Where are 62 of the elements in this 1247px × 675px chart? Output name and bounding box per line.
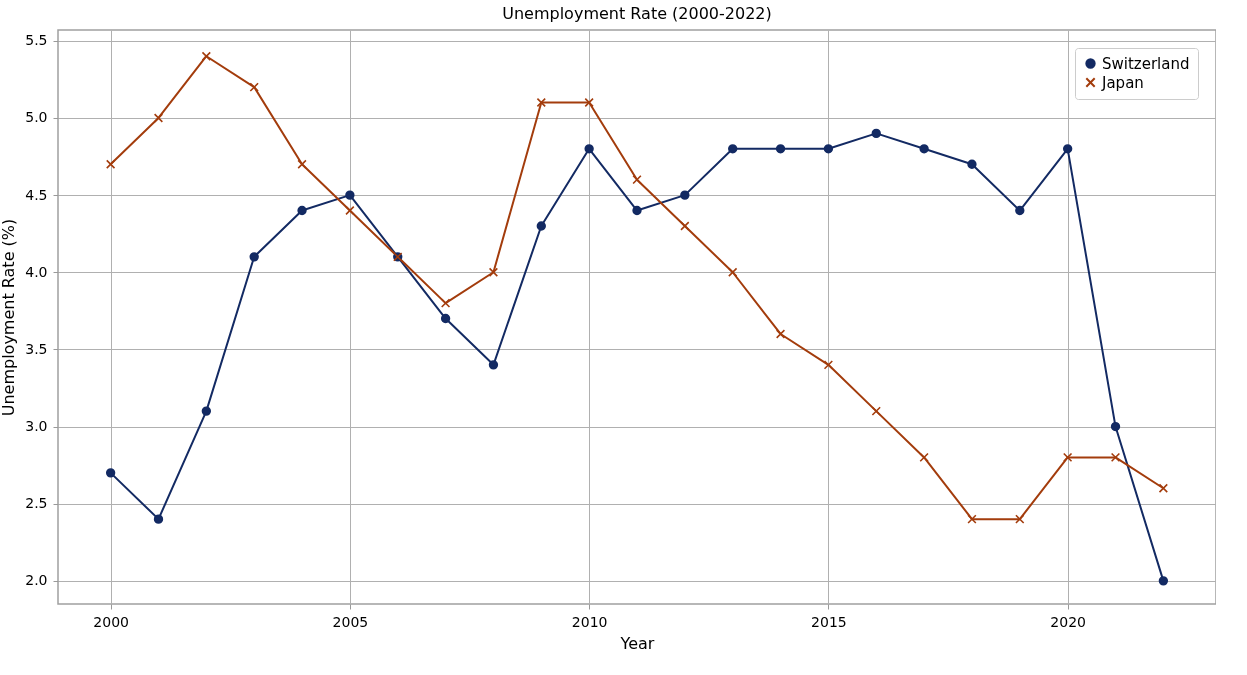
point <box>1062 452 1073 463</box>
point <box>536 97 546 108</box>
point <box>1158 483 1169 493</box>
y-tick-label: 4.0 <box>25 263 48 280</box>
point <box>680 221 690 231</box>
point <box>153 113 164 123</box>
point <box>153 514 164 524</box>
point <box>584 144 594 154</box>
point <box>728 144 738 154</box>
y-tick-label: 2.0 <box>25 572 48 589</box>
point <box>488 267 499 277</box>
point <box>632 175 642 185</box>
point <box>536 221 546 231</box>
point <box>1110 452 1121 463</box>
y-tick-label: 3.5 <box>25 340 48 357</box>
point <box>823 144 834 154</box>
point <box>632 205 642 216</box>
point <box>1110 421 1121 432</box>
point <box>967 159 977 169</box>
point <box>297 159 307 169</box>
point <box>584 97 594 108</box>
point <box>1015 514 1025 524</box>
point <box>967 514 977 524</box>
point <box>345 205 355 216</box>
y-tick-label: 5.0 <box>25 109 48 126</box>
x-axis-title: Year <box>619 633 655 653</box>
point <box>1062 144 1073 154</box>
y-axis-title: Unemployment Rate (%) <box>0 218 19 417</box>
point <box>345 190 355 200</box>
point <box>297 205 307 216</box>
x-tick-label: 2020 <box>1050 613 1086 630</box>
point <box>728 267 738 277</box>
point <box>775 144 786 154</box>
point <box>105 159 116 169</box>
legend-label: Switzerland <box>1102 54 1190 73</box>
point <box>249 252 259 262</box>
point <box>919 452 929 463</box>
point <box>823 360 834 370</box>
y-tick-label: 4.5 <box>25 186 48 203</box>
point <box>440 298 451 308</box>
y-tick-label: 5.5 <box>25 32 48 49</box>
point <box>440 313 451 324</box>
y-tick-label: 2.5 <box>25 495 48 512</box>
x-tick-label: 2015 <box>811 613 847 630</box>
x-tick-label: 2010 <box>571 613 608 630</box>
x-tick-label: 2000 <box>93 613 129 630</box>
point <box>919 144 929 154</box>
point <box>1158 576 1169 586</box>
point <box>775 329 786 339</box>
x-tick-label: 2005 <box>332 613 369 630</box>
point <box>201 406 212 416</box>
point <box>871 128 881 139</box>
point <box>201 51 212 61</box>
point <box>680 190 690 200</box>
point <box>249 82 259 92</box>
point <box>871 406 881 416</box>
point <box>1015 205 1025 216</box>
legend-label: Japan <box>1101 73 1144 92</box>
point <box>105 468 116 478</box>
y-tick-label: 3.0 <box>25 418 48 435</box>
point <box>488 360 499 370</box>
chart-title: Unemployment Rate (2000-2022) <box>502 4 772 23</box>
